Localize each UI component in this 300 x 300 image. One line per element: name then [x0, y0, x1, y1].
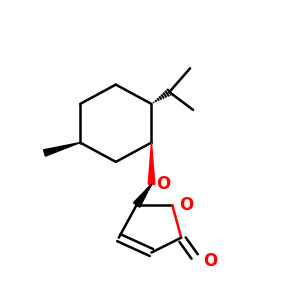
Polygon shape — [148, 142, 155, 184]
Text: O: O — [203, 253, 218, 271]
Text: O: O — [156, 175, 170, 193]
Text: O: O — [179, 196, 193, 214]
Polygon shape — [134, 184, 152, 207]
Polygon shape — [44, 142, 80, 156]
